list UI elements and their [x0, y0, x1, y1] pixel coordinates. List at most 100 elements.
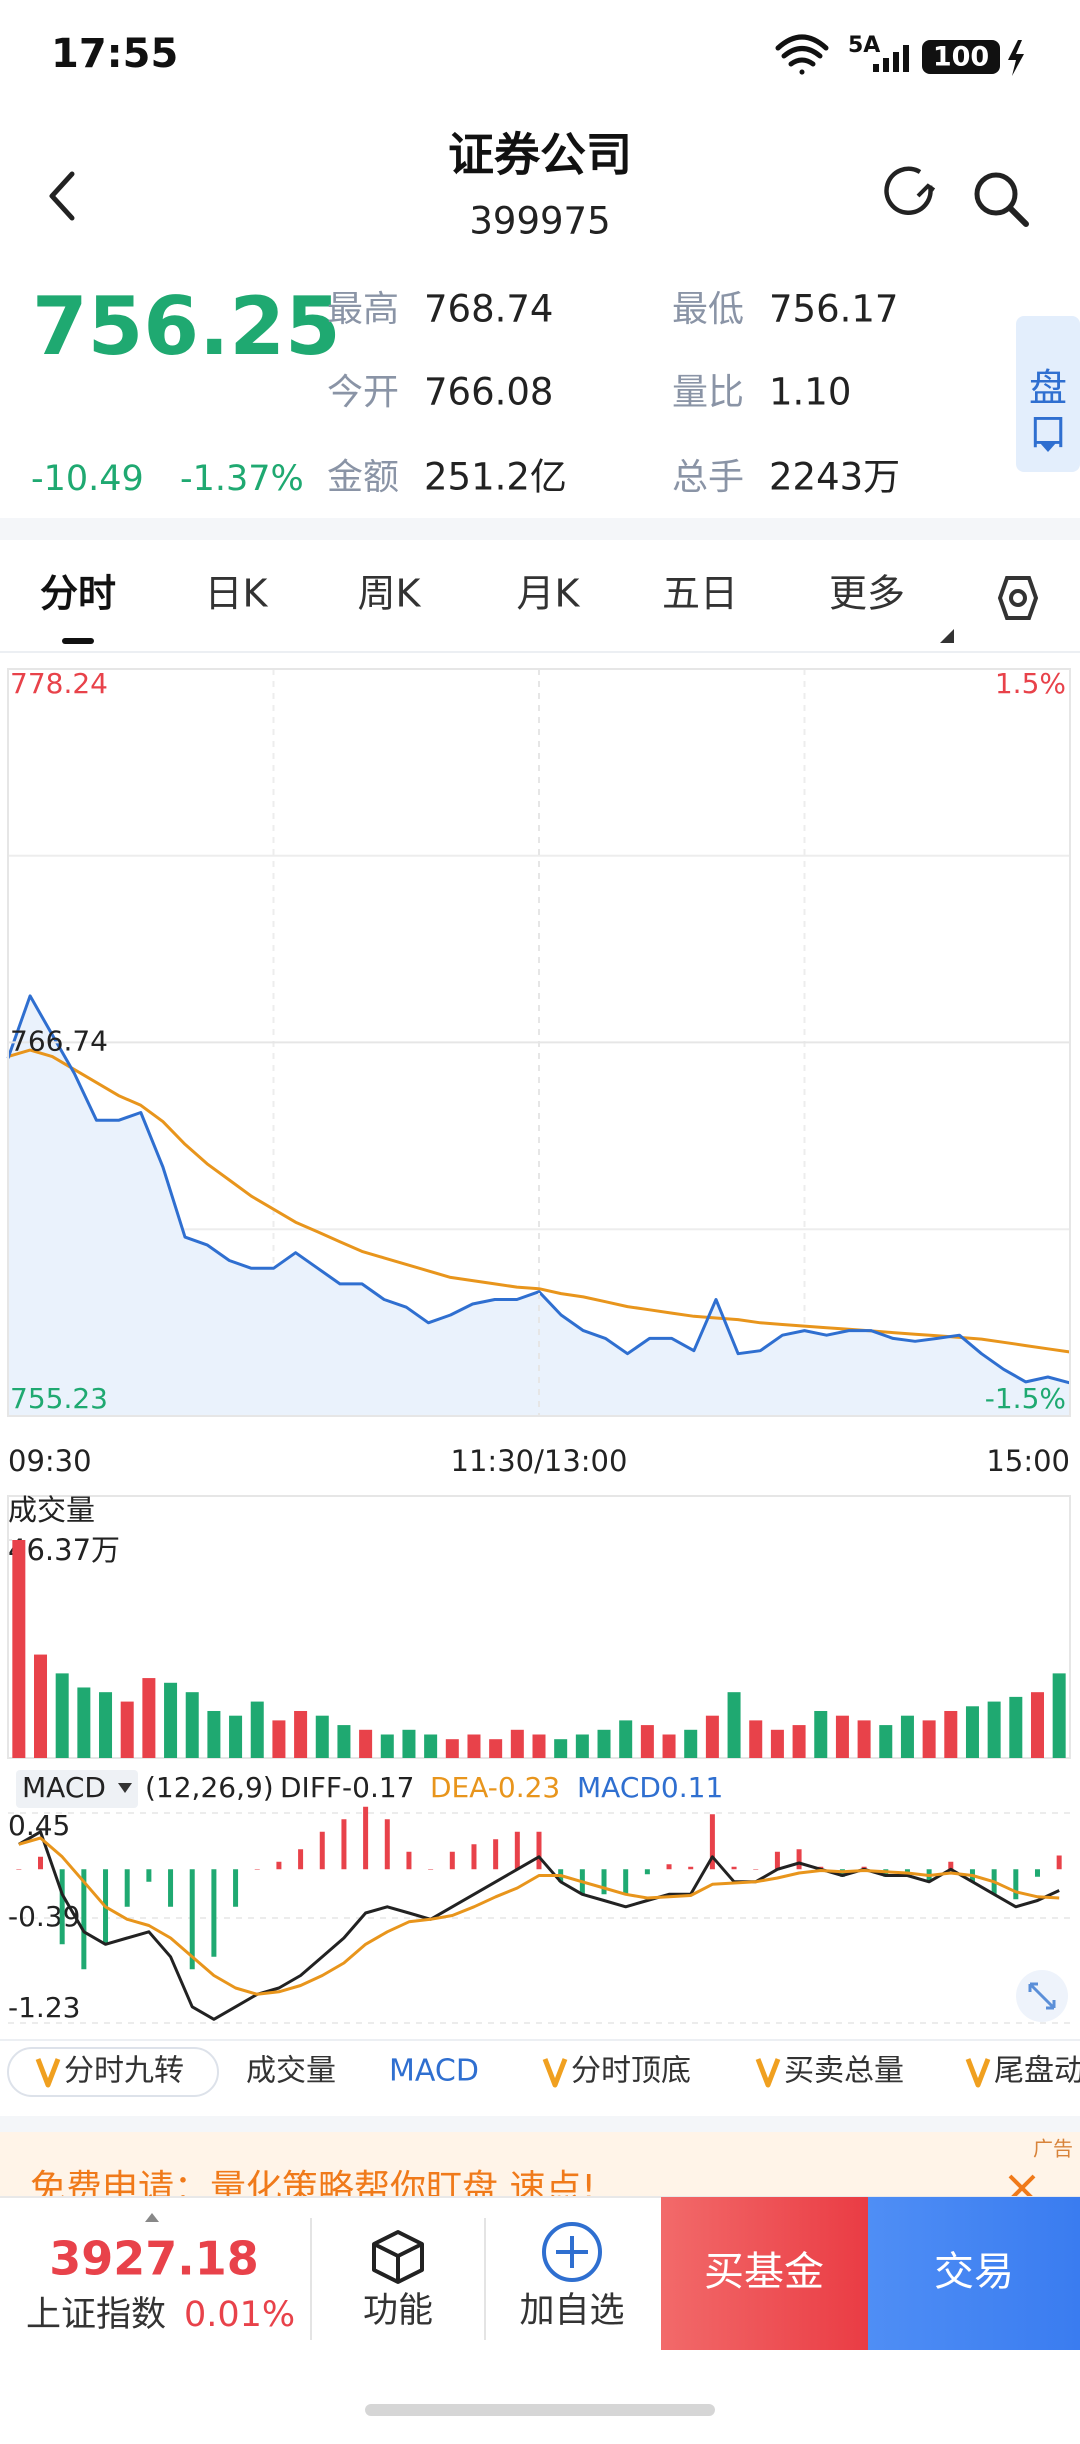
- indicator-chip[interactable]: MACD: [389, 2054, 479, 2089]
- chip-border[interactable]: [7, 2047, 219, 2097]
- y-tick-label: 46.37万: [8, 1533, 120, 1567]
- price-change-pct: -1.37%: [180, 459, 304, 499]
- refresh-button[interactable]: [884, 166, 936, 216]
- search-button[interactable]: [974, 172, 1029, 227]
- volume-bar: [770, 1729, 784, 1758]
- volume-bar: [77, 1687, 91, 1758]
- volume-bar: [1052, 1673, 1066, 1758]
- y-tick-label: 766.74: [10, 1024, 108, 1057]
- period-tab[interactable]: 分时: [40, 572, 116, 616]
- macd-bar: [514, 1831, 520, 1870]
- volume-bar: [662, 1734, 676, 1758]
- y2-tick-label: -1.5%: [985, 1382, 1066, 1415]
- period-tab[interactable]: 月K: [517, 572, 581, 616]
- watchlist-button[interactable]: 加自选: [519, 2222, 625, 2331]
- index-name[interactable]: 上证指数: [26, 2295, 166, 2335]
- macd-bar: [124, 1869, 130, 1907]
- y2-tick-label: 1.5%: [995, 667, 1066, 700]
- macd-bar: [688, 1866, 694, 1870]
- settings-icon: [997, 576, 1039, 620]
- macd-bar: [774, 1851, 780, 1870]
- ad-banner[interactable]: [0, 2132, 1080, 2202]
- volume-bar: [944, 1710, 958, 1758]
- search-icon-handle: [1007, 205, 1029, 227]
- buy-fund-button[interactable]: [661, 2197, 868, 2350]
- period-tab[interactable]: 周K: [358, 572, 422, 616]
- period-tab[interactable]: 更多: [829, 572, 905, 616]
- macd-bar: [233, 1869, 239, 1907]
- trade-label[interactable]: 交易: [934, 2249, 1014, 2295]
- side-tab-bg[interactable]: [1016, 316, 1080, 472]
- indicator-chip[interactable]: 尾盘动: [994, 2054, 1080, 2089]
- volume-bar: [12, 1540, 26, 1758]
- volume-bar: [965, 1706, 979, 1758]
- buy-fund-label[interactable]: 买基金: [704, 2249, 824, 2295]
- macd-title-bg[interactable]: [16, 1770, 138, 1808]
- chip-v-icon: [35, 2058, 61, 2088]
- volume-bar: [424, 1734, 438, 1758]
- volume-bar: [359, 1729, 373, 1758]
- volume-bar: [987, 1701, 1001, 1758]
- trade-button[interactable]: [868, 2197, 1080, 2350]
- search-icon: [974, 172, 1018, 216]
- side-tab[interactable]: 盘口: [1029, 366, 1067, 454]
- macd-bar: [1056, 1855, 1062, 1870]
- active-tab-indicator: [62, 638, 94, 644]
- charts: 755.23 766.74 778.24 -1.5% 1.5% 09:30 11:30/13…: [6, 667, 1071, 2024]
- x-tick-label: 09:30: [8, 1444, 92, 1478]
- stat-value: 756.17: [769, 288, 898, 331]
- macd-bar: [666, 1864, 672, 1870]
- function-label[interactable]: 功能: [363, 2291, 433, 2331]
- legend-entry: DEA-0.23: [430, 1771, 560, 1804]
- volume-bar: [489, 1739, 503, 1758]
- settings-icon-center: [1009, 589, 1027, 607]
- volume-bar: [575, 1734, 589, 1758]
- stat-value: 766.08: [424, 371, 553, 414]
- macd-bar: [731, 1866, 737, 1870]
- index-value[interactable]: 3927.18: [49, 2232, 259, 2286]
- macd-bar: [59, 1869, 65, 1945]
- indicator-chip[interactable]: 成交量: [246, 2054, 336, 2089]
- volume-bar: [857, 1720, 871, 1758]
- period-tab[interactable]: 五日: [662, 572, 738, 616]
- indicator-chip[interactable]: 分时九转: [64, 2054, 184, 2089]
- stock-code: 399975: [469, 200, 610, 243]
- volume-bar: [142, 1678, 156, 1758]
- watchlist-icon: [542, 2222, 602, 2282]
- macd-bar: [536, 1831, 542, 1870]
- chip-v-icon: [542, 2058, 568, 2088]
- stat-label: 最高: [327, 289, 399, 330]
- side-tab-arrow: [1040, 443, 1056, 452]
- indicator-chip[interactable]: 分时顶底: [571, 2054, 691, 2089]
- fullscreen-button[interactable]: [1016, 1970, 1068, 2022]
- volume-bar: [597, 1729, 611, 1758]
- watchlist-icon-plus: [556, 2236, 588, 2268]
- volume-bar: [619, 1720, 633, 1758]
- macd-bar: [449, 1851, 455, 1870]
- fullscreen-icon: [1028, 1982, 1056, 2010]
- function-button[interactable]: 功能: [363, 2230, 433, 2331]
- watchlist-label[interactable]: 加自选: [519, 2291, 624, 2331]
- macd-bar: [406, 1851, 412, 1870]
- battery-level: 100: [933, 42, 989, 73]
- volume-bar: [640, 1725, 654, 1758]
- volume-bar: [922, 1720, 936, 1758]
- macd-bar: [16, 1869, 22, 1870]
- wifi-icon: [775, 34, 829, 75]
- volume-bar: [315, 1715, 329, 1758]
- quote-stats: 最高 768.74 最低 756.17 今开 766.08 量比 1.10 金额 251.2亿 总手…: [327, 288, 900, 499]
- legend-entry: MACD0.11: [577, 1771, 723, 1804]
- index-change[interactable]: 0.01%: [184, 2295, 295, 2335]
- volume-bar: [532, 1734, 546, 1758]
- indicator-chip[interactable]: 买卖总量: [784, 2054, 904, 2089]
- stat-value: 251.2亿: [424, 456, 567, 499]
- back-button[interactable]: [49, 171, 75, 221]
- settings-button[interactable]: [997, 576, 1039, 620]
- stat-label: 最低: [672, 289, 744, 330]
- stat-label: 金额: [327, 457, 399, 498]
- period-tab[interactable]: 日K: [205, 572, 269, 616]
- volume-bar: [727, 1692, 741, 1758]
- macd-bar: [298, 1849, 304, 1870]
- macd-title[interactable]: MACD: [22, 1771, 106, 1804]
